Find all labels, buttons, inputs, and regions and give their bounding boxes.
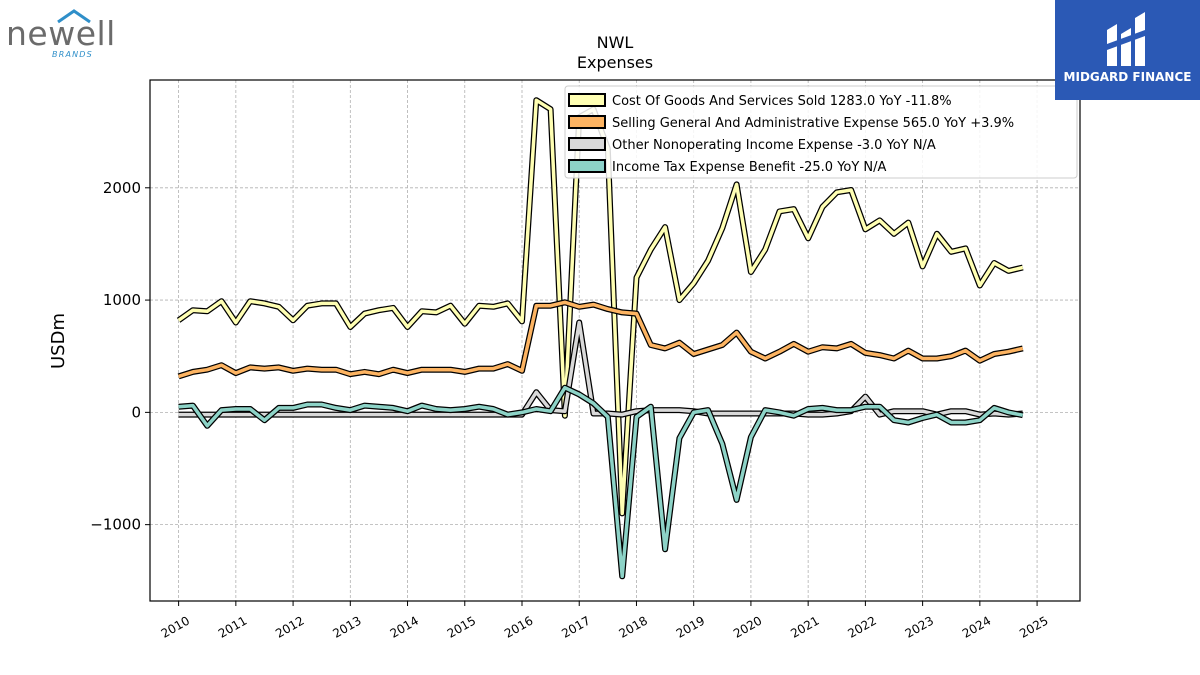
x-tick-label: 2011 xyxy=(216,613,249,640)
x-tick-label: 2016 xyxy=(502,613,535,640)
x-tick-label: 2014 xyxy=(388,613,421,640)
x-tick-label: 2013 xyxy=(330,613,363,640)
x-tick-label: 2017 xyxy=(559,613,592,640)
chart-legend: Cost Of Goods And Services Sold 1283.0 Y… xyxy=(564,85,1078,179)
newell-brands-logo: newell BRANDS xyxy=(4,6,122,62)
y-tick-label: 2000 xyxy=(103,179,141,197)
legend-box xyxy=(564,85,1078,179)
series-1 xyxy=(177,299,1024,380)
brand-sub: BRANDS xyxy=(52,50,93,59)
legend-label: Other Nonoperating Income Expense -3.0 Y… xyxy=(612,138,936,153)
legend-swatch xyxy=(568,115,606,129)
y-tick-label: 0 xyxy=(131,403,141,421)
x-tick-label: 2022 xyxy=(845,613,878,640)
legend-label: Cost Of Goods And Services Sold 1283.0 Y… xyxy=(612,94,952,109)
x-tick-label: 2019 xyxy=(674,613,707,640)
legend-swatch xyxy=(568,137,606,151)
y-axis-label: USDm xyxy=(48,313,69,369)
house-roof-icon xyxy=(57,9,91,24)
x-tick-label: 2024 xyxy=(960,613,993,640)
x-tick-label: 2025 xyxy=(1017,613,1050,640)
x-tick-label: 2023 xyxy=(903,613,936,640)
legend-label: Selling General And Administrative Expen… xyxy=(612,116,1014,131)
midgard-logo-icon xyxy=(1107,12,1145,66)
chart-title: NWL xyxy=(597,33,634,52)
x-tick-label: 2018 xyxy=(617,613,650,640)
legend-swatch xyxy=(568,93,606,107)
series-3 xyxy=(178,384,1024,580)
brand-name: newell xyxy=(6,14,116,53)
y-tick-label: −1000 xyxy=(90,516,141,534)
x-tick-label: 2020 xyxy=(731,613,764,640)
series-line xyxy=(178,300,1024,379)
series-outline xyxy=(177,299,1024,380)
plot-frame xyxy=(149,79,1081,602)
x-tick-label: 2015 xyxy=(445,613,478,640)
x-tick-label: 2010 xyxy=(159,613,192,640)
legend-label: Income Tax Expense Benefit -25.0 YoY N/A xyxy=(612,160,887,175)
legend-swatch xyxy=(568,159,606,173)
midgard-finance-watermark: MIDGARD FINANCE xyxy=(1055,0,1200,100)
watermark-text: MIDGARD FINANCE xyxy=(1063,70,1192,84)
chart-subtitle: Expenses xyxy=(577,53,653,72)
series-line xyxy=(178,385,1024,579)
y-tick-label: 1000 xyxy=(103,291,141,309)
x-tick-label: 2012 xyxy=(273,613,306,640)
series-lines xyxy=(176,97,1024,580)
x-tick-label: 2021 xyxy=(788,613,821,640)
